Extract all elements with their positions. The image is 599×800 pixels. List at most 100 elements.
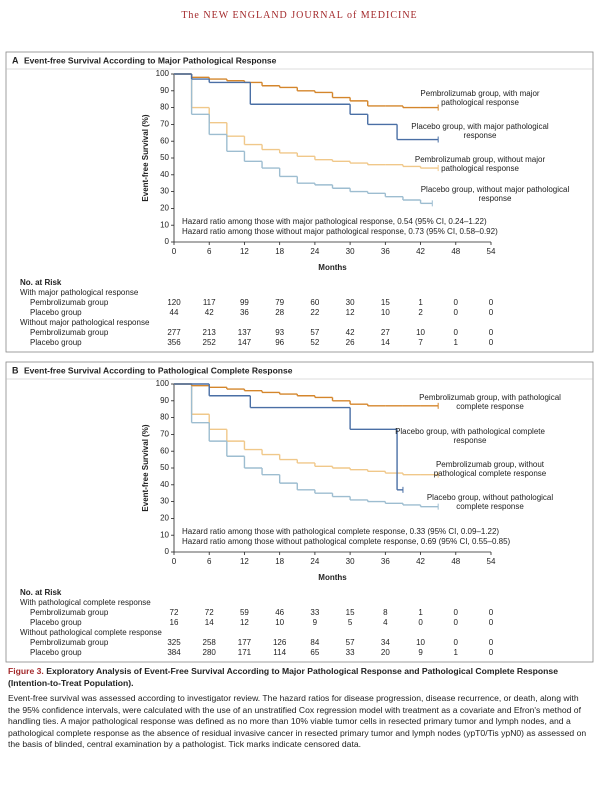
- y-tick-label: 90: [160, 86, 169, 95]
- risk-count: 84: [310, 638, 319, 647]
- risk-count: 36: [240, 308, 249, 317]
- hazard-ratio-note: Hazard ratio among those without major p…: [182, 227, 498, 236]
- risk-count: 114: [273, 648, 286, 657]
- x-tick-label: 12: [240, 247, 249, 256]
- y-tick-label: 30: [160, 187, 169, 196]
- x-tick-label: 36: [381, 247, 390, 256]
- risk-count: 117: [203, 298, 216, 307]
- risk-count: 8: [383, 608, 388, 617]
- y-tick-label: 20: [160, 204, 169, 213]
- risk-count: 0: [454, 608, 459, 617]
- risk-count: 72: [170, 608, 179, 617]
- y-tick-label: 0: [165, 547, 170, 556]
- y-tick-label: 60: [160, 446, 169, 455]
- y-axis-label: Event-free Survival (%): [141, 114, 150, 201]
- series-label: Pembrolizumab group, with pathological c…: [419, 393, 561, 411]
- risk-count: 1: [454, 338, 459, 347]
- risk-count: 258: [203, 638, 217, 647]
- risk-count: 65: [310, 648, 319, 657]
- risk-count: 9: [313, 618, 318, 627]
- risk-count: 72: [205, 608, 214, 617]
- x-axis-label: Months: [318, 573, 347, 582]
- risk-count: 26: [346, 338, 355, 347]
- risk-count: 33: [310, 608, 319, 617]
- series-label: Pembrolizumab group, with major patholog…: [420, 89, 540, 107]
- risk-table-title: No. at Risk: [20, 588, 62, 597]
- risk-group-label: Without pathological complete response: [20, 628, 162, 637]
- risk-count: 96: [275, 338, 284, 347]
- risk-count: 28: [275, 308, 284, 317]
- hazard-ratio-note: Hazard ratio among those with major path…: [182, 217, 487, 226]
- panel-letter: A: [12, 55, 19, 65]
- risk-count: 0: [454, 638, 459, 647]
- risk-count: 280: [203, 648, 217, 657]
- risk-count: 5: [348, 618, 353, 627]
- y-tick-label: 100: [156, 379, 170, 388]
- y-tick-label: 40: [160, 170, 169, 179]
- y-tick-label: 50: [160, 463, 169, 472]
- risk-count: 33: [346, 648, 355, 657]
- risk-count: 126: [273, 638, 287, 647]
- risk-count: 7: [418, 338, 423, 347]
- caption-body: Event-free survival was assessed accordi…: [8, 693, 587, 749]
- y-tick-label: 90: [160, 396, 169, 405]
- x-tick-label: 0: [172, 247, 177, 256]
- risk-row-name: Placebo group: [30, 308, 82, 317]
- risk-count: 120: [167, 298, 181, 307]
- risk-count: 57: [310, 328, 319, 337]
- risk-count: 384: [167, 648, 181, 657]
- risk-count: 16: [170, 618, 179, 627]
- risk-count: 0: [489, 298, 494, 307]
- risk-count: 0: [418, 618, 423, 627]
- x-tick-label: 24: [310, 247, 319, 256]
- risk-count: 52: [310, 338, 319, 347]
- y-tick-label: 60: [160, 136, 169, 145]
- series-label: Placebo group, without major pathologica…: [420, 185, 570, 203]
- panel-frame: [5, 51, 594, 353]
- risk-group-label: Without major pathological response: [20, 318, 150, 327]
- x-tick-label: 42: [416, 557, 425, 566]
- series-label: Placebo group, with major pathological r…: [411, 122, 549, 140]
- x-tick-label: 18: [275, 557, 284, 566]
- risk-row-name: Pembrolizumab group: [30, 328, 109, 337]
- risk-count: 0: [489, 338, 494, 347]
- risk-count: 22: [310, 308, 319, 317]
- hazard-ratio-note: Hazard ratio among those without patholo…: [182, 537, 511, 546]
- panel-letter: B: [12, 365, 19, 375]
- x-tick-label: 0: [172, 557, 177, 566]
- risk-count: 15: [346, 608, 355, 617]
- risk-count: 59: [240, 608, 249, 617]
- risk-row-name: Pembrolizumab group: [30, 638, 109, 647]
- risk-row-name: Placebo group: [30, 618, 82, 627]
- risk-group-label: With pathological complete response: [20, 598, 151, 607]
- x-tick-label: 30: [346, 247, 355, 256]
- series-label: Placebo group, with pathological complet…: [395, 427, 545, 445]
- caption-title: Exploratory Analysis of Event-Free Survi…: [8, 666, 558, 688]
- y-tick-label: 40: [160, 480, 169, 489]
- risk-count: 12: [240, 618, 249, 627]
- x-tick-label: 36: [381, 557, 390, 566]
- risk-count: 57: [346, 638, 355, 647]
- risk-count: 34: [381, 638, 390, 647]
- x-tick-label: 54: [487, 247, 496, 256]
- risk-row-name: Placebo group: [30, 338, 82, 347]
- risk-count: 27: [381, 328, 390, 337]
- risk-row-name: Pembrolizumab group: [30, 608, 109, 617]
- risk-count: 0: [454, 618, 459, 627]
- risk-count: 9: [418, 648, 423, 657]
- risk-count: 147: [238, 338, 252, 347]
- y-tick-label: 100: [156, 69, 170, 78]
- x-tick-label: 6: [207, 557, 212, 566]
- caption-label: Figure 3.: [8, 666, 44, 676]
- series-label: Placebo group, without pathological comp…: [426, 493, 554, 511]
- x-tick-label: 48: [451, 247, 460, 256]
- y-tick-label: 80: [160, 103, 169, 112]
- risk-count: 252: [203, 338, 217, 347]
- risk-count: 0: [489, 648, 494, 657]
- y-tick-label: 10: [160, 530, 169, 539]
- y-tick-label: 10: [160, 220, 169, 229]
- x-tick-label: 18: [275, 247, 284, 256]
- risk-count: 0: [489, 328, 494, 337]
- x-tick-label: 54: [487, 557, 496, 566]
- risk-count: 46: [275, 608, 284, 617]
